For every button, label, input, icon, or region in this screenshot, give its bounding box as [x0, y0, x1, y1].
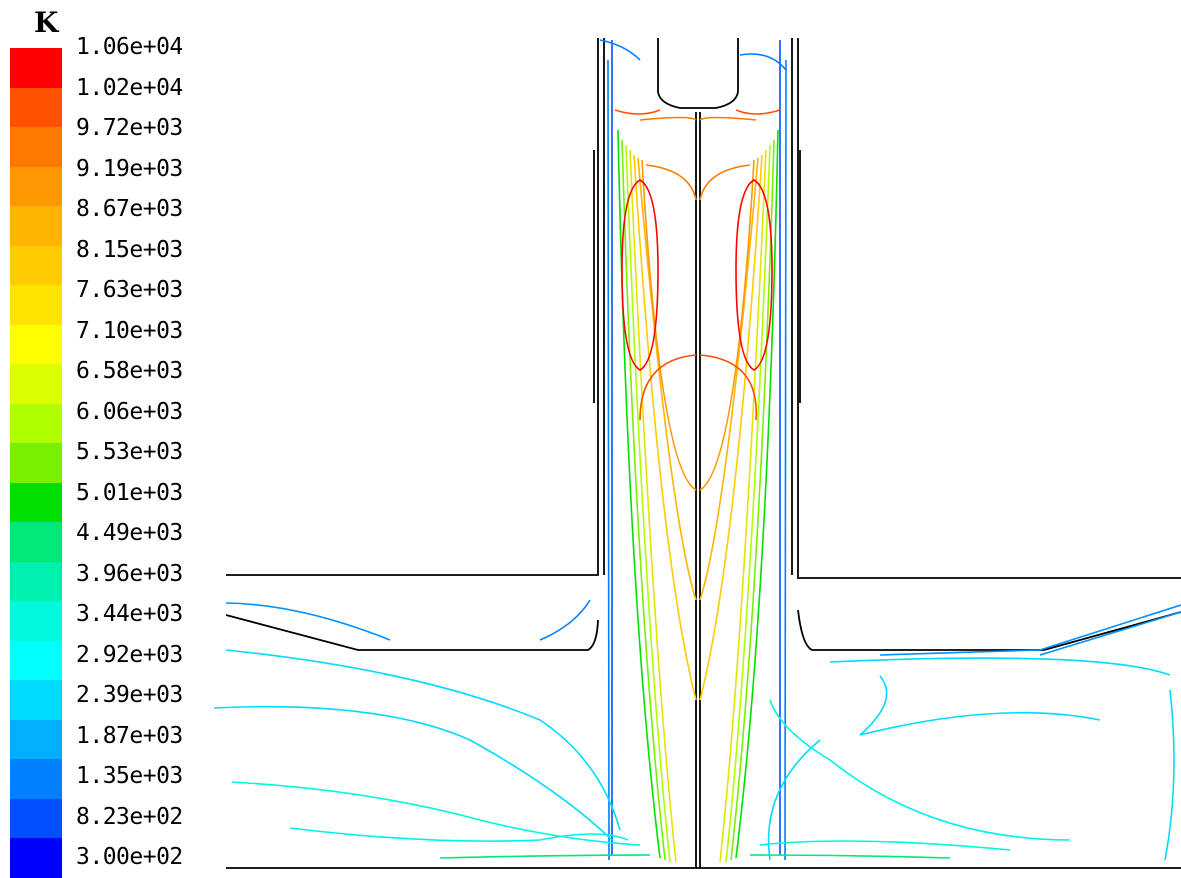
legend-tick-label: 3.96e+03: [76, 560, 183, 587]
contour-line: [625, 144, 771, 863]
contour-line: [639, 116, 757, 201]
contour-line: [641, 159, 755, 491]
colorbar-swatch: [10, 680, 62, 720]
contour-line: [289, 699, 1071, 842]
legend-tick-label: 5.53e+03: [76, 439, 183, 465]
legend-tick-label: 1.06e+04: [76, 34, 183, 60]
contour-line: [225, 602, 1181, 656]
colorbar-swatch: [10, 87, 62, 127]
colorbar-swatch: [10, 364, 62, 404]
legend-tick-label: 1.02e+04: [76, 74, 183, 101]
legend-tick-label: 3.44e+03: [76, 601, 183, 627]
legend-tick-label: 7.63e+03: [76, 277, 183, 303]
geometry-outline: [225, 38, 1181, 869]
legend-tick-label: 6.58e+03: [76, 358, 183, 384]
contour-line: [629, 149, 767, 863]
colorbar-swatch: [10, 640, 62, 680]
contour-line: [735, 179, 773, 371]
legend-tick-label: 6.06e+03: [76, 398, 183, 425]
contour-line: [633, 154, 763, 701]
legend-tick-label: 9.72e+03: [76, 115, 183, 141]
colorbar-swatch: [10, 719, 62, 759]
legend-tick-label: 9.19e+03: [76, 155, 183, 182]
colorbar-swatch: [10, 403, 62, 443]
legend-tick-label: 3.00e+02: [76, 844, 183, 870]
colorbar-swatch: [10, 166, 62, 206]
legend-tick-label: 8.23e+02: [76, 803, 183, 830]
legend-tick-label: 8.15e+03: [76, 236, 183, 263]
contour-line: [621, 139, 775, 861]
contour-line: [637, 157, 759, 601]
contour-line: [231, 781, 1011, 851]
legend-tick-label: 1.35e+03: [76, 763, 183, 789]
contour-line: [539, 39, 787, 641]
unit-label: K: [34, 6, 59, 39]
legend-tick-label: 8.67e+03: [76, 196, 183, 222]
contour-line: [621, 179, 659, 371]
colorbar-swatch: [10, 561, 62, 601]
colorbar-swatch: [10, 127, 62, 167]
contour-line: [614, 109, 781, 421]
contour-line: [439, 854, 951, 859]
colorbar-swatch: [10, 206, 62, 246]
colorbar-swatch: [10, 482, 62, 522]
contour-line: [225, 649, 1175, 861]
colorbar: [10, 48, 62, 878]
contour-line: [607, 59, 787, 861]
colorbar-swatch: [10, 601, 62, 641]
colorbar-swatch: [10, 48, 62, 88]
colorbar-swatch: [10, 245, 62, 285]
legend-tick-label: 2.92e+03: [76, 641, 183, 668]
colorbar-swatch: [10, 443, 62, 483]
legend-tick-label: 1.87e+03: [76, 722, 183, 749]
colorbar-swatch: [10, 324, 62, 364]
colorbar-swatch: [10, 285, 62, 325]
colorbar-swatch: [10, 798, 62, 838]
colorbar-swatch: [10, 522, 62, 562]
colorbar-swatch: [10, 759, 62, 799]
legend-tick-label: 7.10e+03: [76, 317, 183, 344]
legend-tick-label: 4.49e+03: [76, 520, 183, 546]
legend-tick-label: 2.39e+03: [76, 682, 183, 708]
legend-tick-label: 5.01e+03: [76, 479, 183, 506]
